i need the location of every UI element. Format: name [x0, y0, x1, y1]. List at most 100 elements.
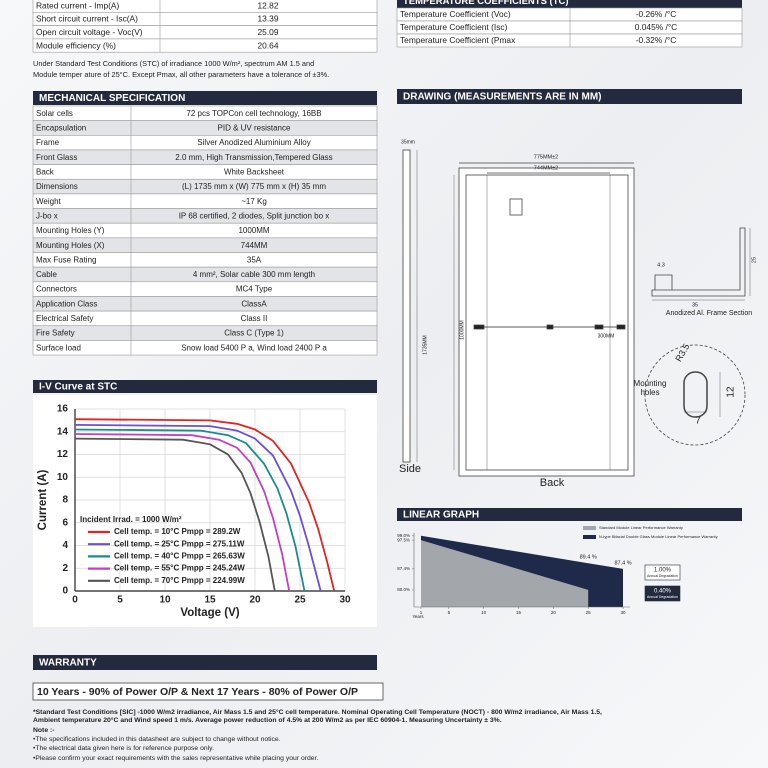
section-header: [397, 0, 742, 8]
x-tick-label: 30: [339, 595, 351, 606]
value-label: 89.4 %: [580, 555, 597, 561]
table-value: ~17 Kg: [241, 197, 267, 206]
warranty-box: [32, 682, 384, 701]
table-label: Dimensions: [36, 182, 78, 191]
table-row: [32, 281, 378, 297]
table-label: Open circuit voltage - Voc(V): [36, 27, 143, 37]
table-label: Electrical Safety: [36, 314, 93, 323]
y-tick-label: 80.0%: [397, 587, 410, 592]
footnote: Ambient temperature 20°C and Wind speed …: [33, 716, 502, 724]
table-row: [32, 325, 378, 341]
legend-label: Cell temp. = 10°C Pmpp = 289.2W: [114, 527, 241, 536]
table-value: 13.39: [258, 14, 279, 24]
drawing-label: 12: [726, 386, 737, 398]
section-header: [397, 508, 742, 521]
table-label: Temperature Coefficient (Isc): [400, 22, 508, 32]
table-row: [32, 38, 378, 53]
legend-label: N-type Bifacial Double Glass Module Line…: [599, 534, 718, 539]
iv-curve: [74, 428, 306, 592]
table-value: 2.0 mm, High Transmission,Tempered Glass: [175, 153, 332, 162]
y-tick-label: 4: [62, 540, 68, 551]
table-value: (L) 1735 mm x (W) 775 mm x (H) 35 mm: [182, 182, 326, 191]
table-label: Front Glass: [36, 153, 77, 162]
area: [421, 540, 589, 607]
connector: [473, 324, 485, 330]
annotation: Incident Irrad. = 1000 W/m²: [80, 515, 182, 524]
iv-curve: [74, 424, 322, 592]
table-label: Weight: [36, 197, 62, 206]
x-tick-label: 5: [448, 610, 451, 615]
x-tick-label: 1: [420, 610, 423, 615]
table-value: 72 pcs TOPCon cell technology, 16BB: [186, 109, 321, 118]
drawing-label: 1000MM: [459, 320, 465, 339]
x-tick-label: 20: [249, 595, 261, 606]
section-title: TEMPERATURE COEFFICIENTS (TC): [403, 0, 569, 7]
section-title: DRAWING (MEASUREMENTS ARE IN MM): [403, 92, 602, 103]
table-label: Solar cells: [36, 109, 73, 118]
drawing-label: 4.3: [657, 262, 665, 268]
table-label: Mounting Holes (X): [36, 241, 105, 250]
drawing-label: 35: [692, 302, 698, 308]
side-view: [402, 149, 411, 463]
drawing-label: 35mm: [401, 139, 415, 145]
legend-label: Cell temp. = 55°C Pmpp = 245.24W: [114, 564, 245, 573]
connector: [546, 324, 554, 330]
x-tick-label: 20: [551, 610, 557, 615]
table-value: Silver Anodized Aluminium Alloy: [197, 138, 310, 147]
x-tick-label: 25: [586, 610, 592, 615]
table-value: 744MM: [241, 241, 268, 250]
table-label: Surface load: [36, 343, 81, 352]
value-label: 87.4 %: [614, 560, 631, 566]
legend-label: Cell temp. = 25°C Pmpp = 275.11W: [114, 539, 245, 548]
footnote: •The specifications included in this dat…: [33, 736, 281, 743]
legend-swatch: [583, 526, 596, 530]
junction-box: [509, 198, 523, 216]
warranty-text: 10 Years - 90% of Power O/P & Next 17 Ye…: [37, 686, 358, 698]
table-label: Connectors: [36, 285, 77, 294]
footnote: *Standard Test Conditions [SIC] -1000 W/…: [33, 708, 602, 716]
drawing-label: Side: [399, 463, 421, 475]
y-tick-label: 14: [57, 426, 69, 437]
footnote: •The electrical data given here is for r…: [33, 745, 214, 752]
section-title: WARRANTY: [39, 658, 97, 669]
table-value: MC4 Type: [236, 285, 273, 294]
table-label: Encapsulation: [36, 124, 86, 133]
legend-label: Cell temp. = 70°C Pmpp = 224.99W: [114, 576, 245, 585]
note-text: Under Standard Test Conditions (STC) of …: [33, 59, 314, 68]
table-value: -0.26% /°C: [636, 9, 677, 19]
section-title: I-V Curve at STC: [39, 382, 117, 393]
iv-curve: [74, 418, 336, 592]
drawing-label: 300MM: [598, 333, 615, 339]
y-tick-label: 8: [62, 495, 68, 506]
annotation: 1.00%: [654, 568, 672, 574]
table-value: 0.045% /°C: [635, 22, 677, 32]
drawing-label: 1735MM: [422, 335, 428, 354]
drawing-label: 25: [751, 257, 757, 263]
table-value: Class II: [241, 314, 268, 323]
table-label: Temperature Coefficient (Pmax: [400, 35, 516, 45]
x-tick-label: 10: [159, 595, 171, 606]
iv-curve: [74, 437, 276, 592]
table-value: Class C (Type 1): [224, 329, 284, 338]
legend-label: Cell temp. = 40°C Pmpp = 265.63W: [114, 552, 245, 561]
x-tick-label: 30: [621, 610, 627, 615]
back-view: [458, 167, 635, 477]
y-tick-label: 99.0%: [397, 533, 410, 538]
drawing-shapes: [402, 149, 751, 477]
table-value: Snow load 5400 P a, Wind load 2400 P a: [181, 343, 327, 352]
x-tick-label: 15: [204, 595, 216, 606]
table-value: 35A: [247, 255, 262, 264]
y-tick-label: 87.4%: [397, 566, 410, 571]
table-label: Rated current - Imp(A): [36, 0, 120, 10]
table-label: J-bo x: [36, 211, 58, 220]
drawing-label: 7: [695, 416, 701, 427]
table-value: -0.32% /°C: [636, 35, 677, 45]
drawing-label: 744MM±2: [534, 165, 558, 171]
drawing-label: Back: [540, 477, 565, 489]
table-value: ClassA: [241, 299, 267, 308]
table-label: Application Class: [36, 299, 97, 308]
connector: [594, 324, 604, 330]
table-label: Back: [36, 168, 55, 177]
x-tick-label: 15: [516, 610, 522, 615]
x-tick-label: 25: [294, 595, 306, 606]
